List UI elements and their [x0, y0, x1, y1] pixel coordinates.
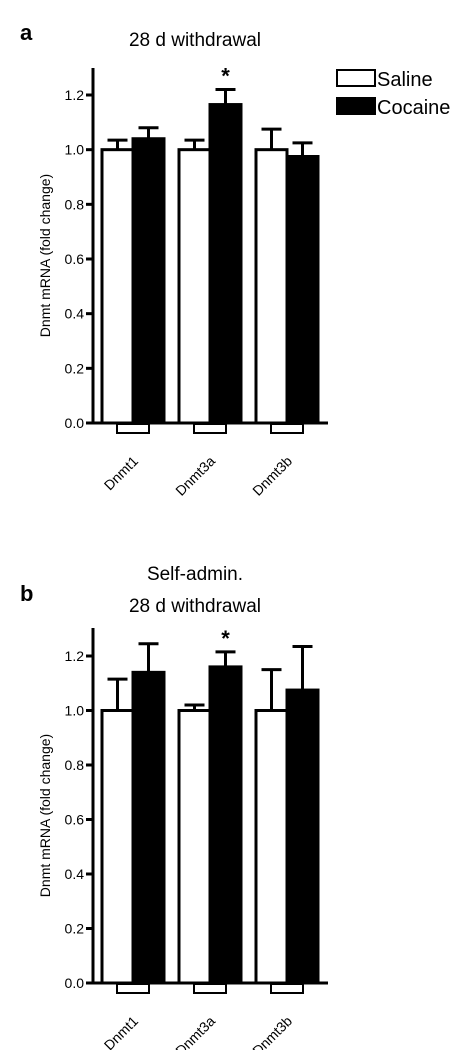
- bar-saline: [100, 148, 135, 425]
- bar-saline: [177, 148, 212, 425]
- bar-cocaine: [131, 670, 166, 985]
- chart-title: 28 d withdrawal: [129, 30, 261, 51]
- legend-swatch-saline: [336, 69, 376, 87]
- significance-marker: *: [221, 64, 230, 89]
- y-tick-label: 0.4: [65, 866, 85, 882]
- y-tick-label: 1.0: [65, 703, 85, 719]
- bar-saline: [100, 709, 135, 985]
- bar-saline: [177, 709, 212, 985]
- category-marker: [193, 423, 227, 434]
- panel-letter: b: [20, 581, 33, 606]
- y-tick-label: 1.2: [65, 648, 85, 664]
- chart-title: 28 d withdrawal: [129, 596, 261, 617]
- y-axis-label: Dnmt mRNA (fold change): [37, 174, 53, 337]
- category-label: Dnmt3b: [249, 1013, 295, 1050]
- chart-title: Self-admin.: [147, 564, 243, 585]
- category-marker: [270, 423, 304, 434]
- category-label: Dnmt3a: [172, 453, 218, 499]
- bar-cocaine: [208, 665, 243, 985]
- category-marker: [193, 983, 227, 994]
- panel-a-chart: a 28 d withdrawal 0.0 0.2 0.4 0.6 0.8 1.0 1.2 Dnm…: [20, 20, 450, 499]
- category-label: Dnmt1: [101, 453, 142, 494]
- bar-saline: [254, 709, 289, 985]
- y-tick-label: 0.6: [65, 251, 85, 267]
- category-marker: [116, 423, 150, 434]
- category-marker: [116, 983, 150, 994]
- y-tick-label: 1.2: [65, 87, 85, 103]
- bar-cocaine: [131, 137, 166, 425]
- category-label: Dnmt1: [101, 1013, 142, 1050]
- y-tick-label: 1.0: [65, 142, 85, 158]
- y-tick-label: 0.0: [65, 975, 85, 991]
- bar-saline: [254, 148, 289, 425]
- y-tick-label: 0.2: [65, 921, 85, 937]
- bar-cocaine: [208, 103, 243, 425]
- legend-label: Saline: [377, 69, 433, 91]
- panel-b-chart: b Self-admin. 28 d withdrawal 0.0 0.2 0.4 0.6 0…: [20, 564, 328, 1050]
- y-tick-label: 0.6: [65, 812, 85, 828]
- y-tick-label: 0.2: [65, 360, 85, 376]
- bar-cocaine: [285, 688, 320, 985]
- y-axis-label: Dnmt mRNA (fold change): [37, 734, 53, 897]
- bar-cocaine: [285, 155, 320, 425]
- y-tick-label: 0.0: [65, 415, 85, 431]
- legend-label: Cocaine: [377, 97, 450, 119]
- category-marker: [270, 983, 304, 994]
- legend-swatch-cocaine: [336, 97, 376, 115]
- y-tick-label: 0.8: [65, 757, 85, 773]
- y-tick-label: 0.8: [65, 196, 85, 212]
- significance-marker: *: [221, 626, 230, 651]
- y-tick-label: 0.4: [65, 306, 85, 322]
- category-label: Dnmt3a: [172, 1013, 218, 1050]
- category-label: Dnmt3b: [249, 453, 295, 499]
- panel-letter: a: [20, 20, 33, 45]
